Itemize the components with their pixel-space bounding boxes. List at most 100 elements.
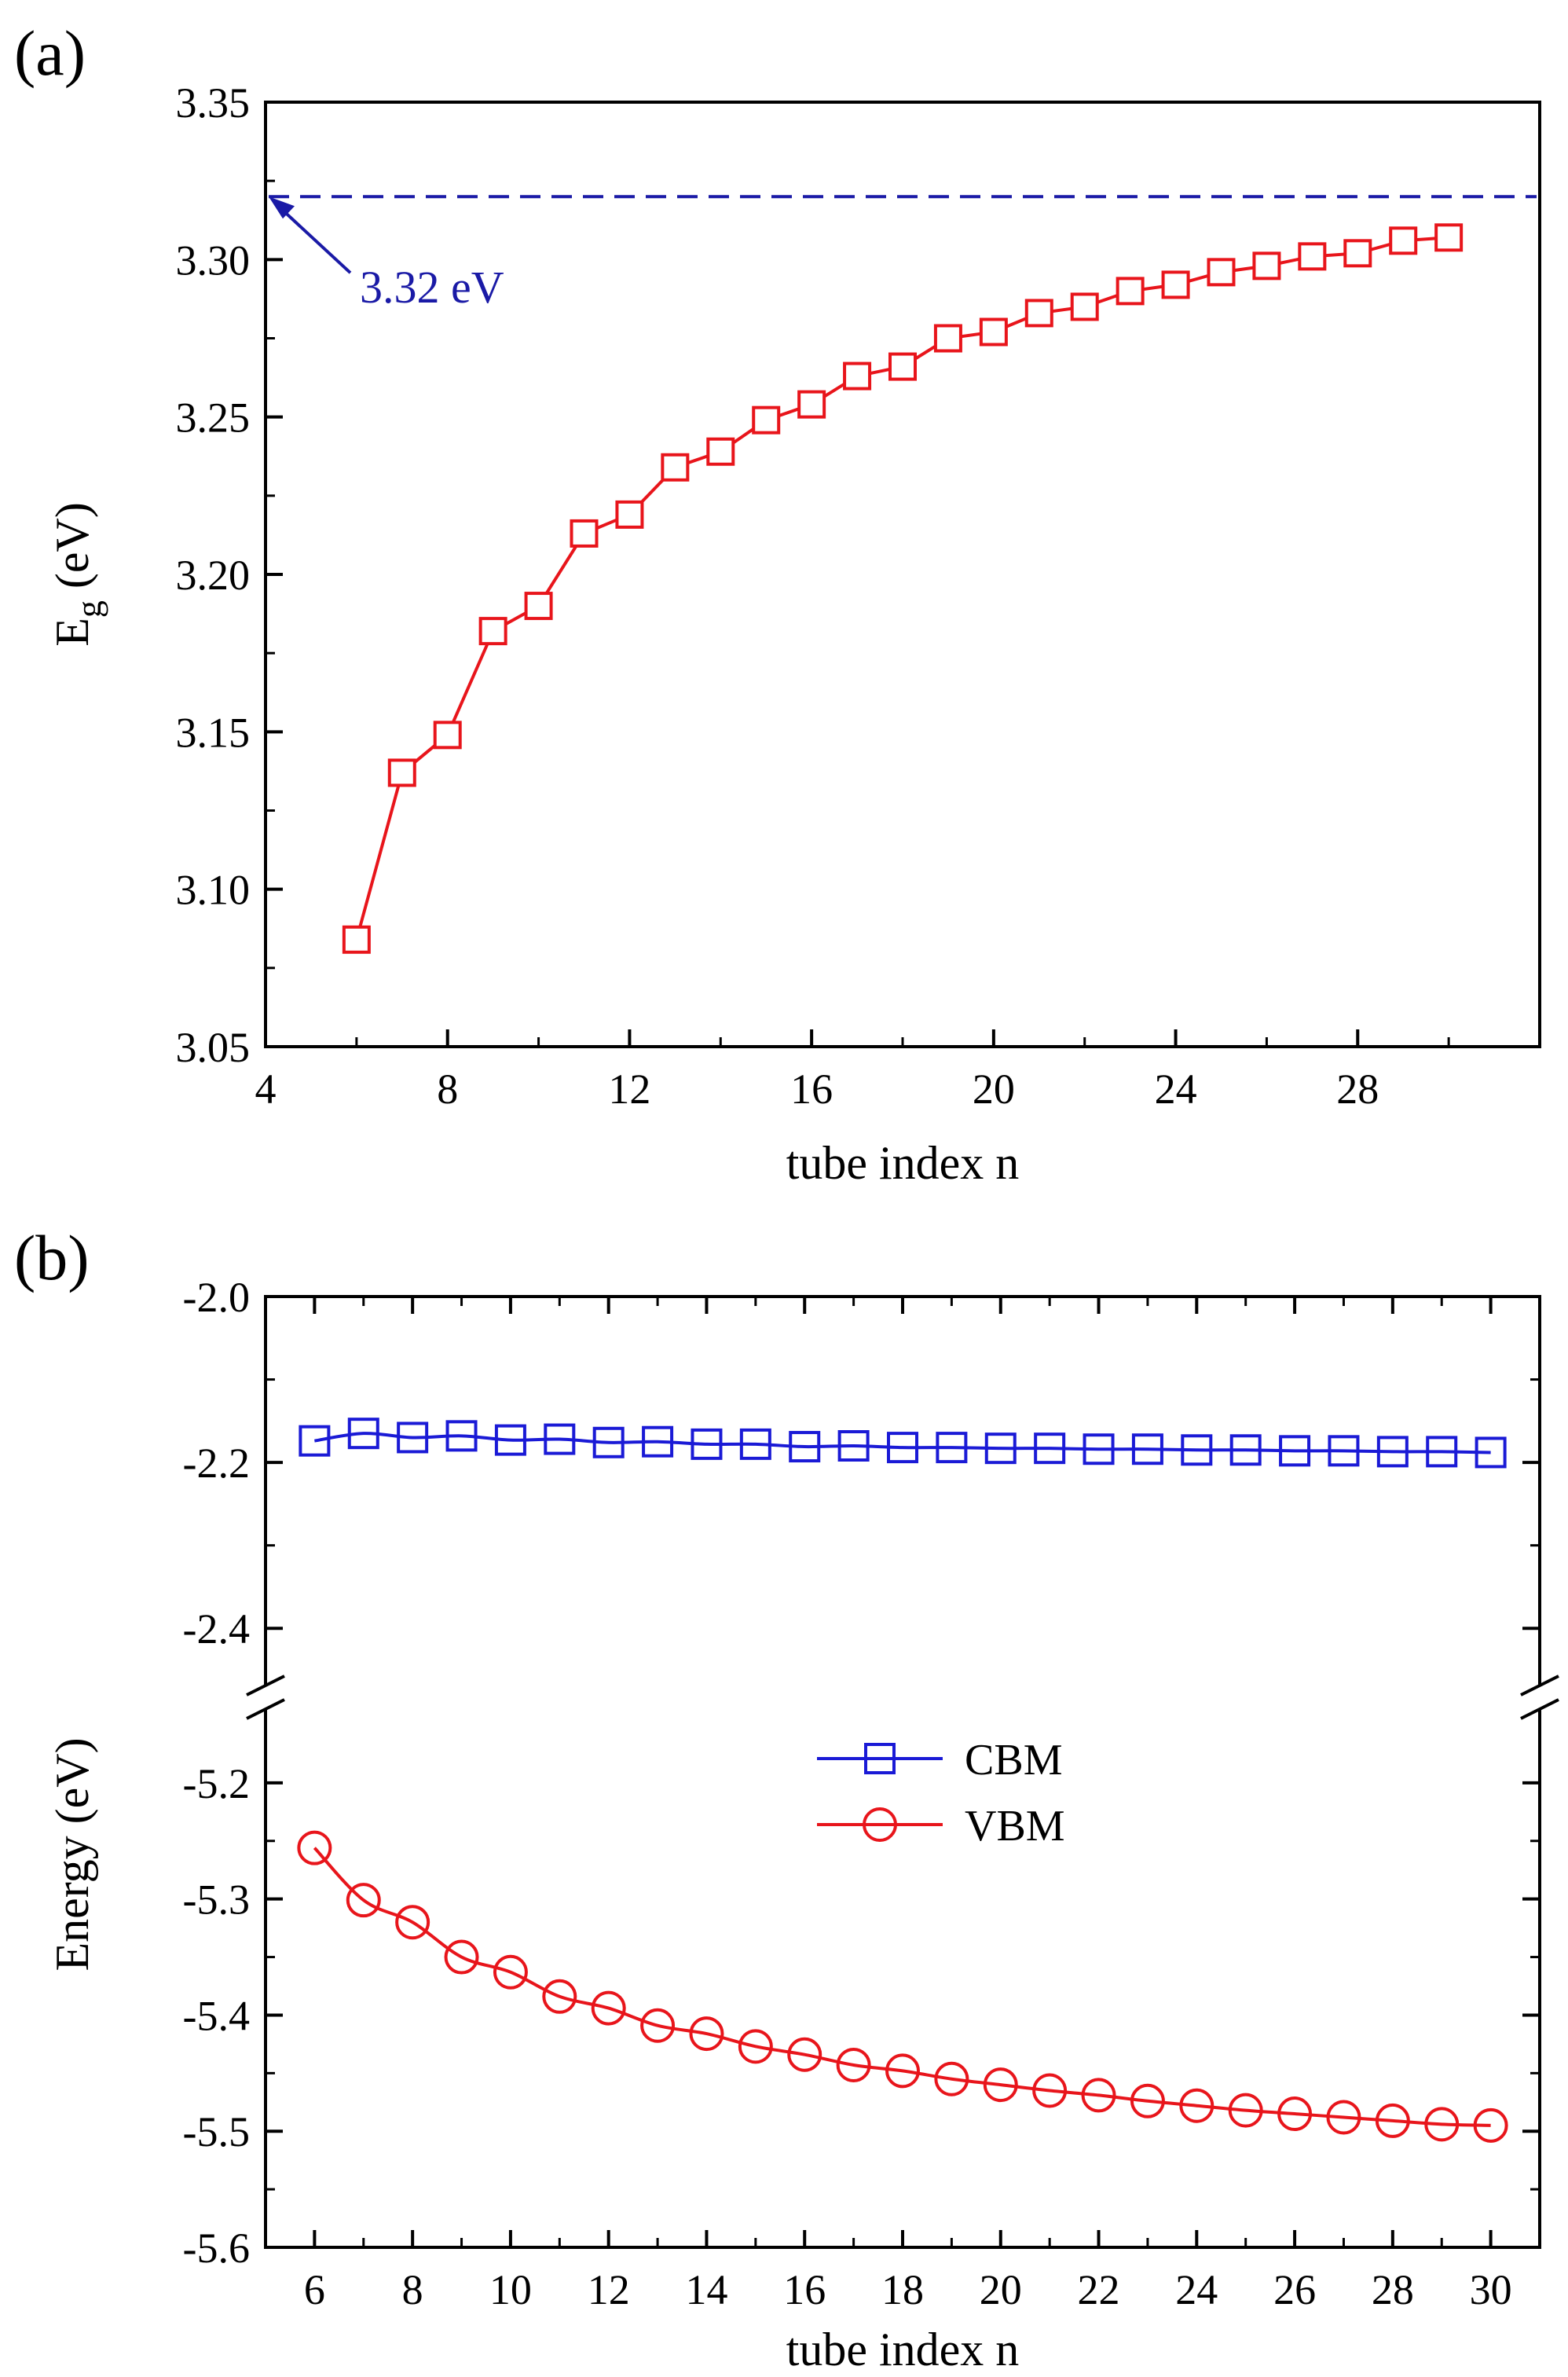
x-tick-label: 30	[1470, 2266, 1512, 2313]
x-tick-label: 8	[437, 1066, 458, 1113]
data-point-vbm	[1179, 2088, 1214, 2123]
axis-break-mark	[246, 1675, 285, 1697]
y-tick-label: 3.10	[176, 867, 251, 914]
y-tick-label: -5.3	[183, 1876, 250, 1924]
data-point	[570, 519, 599, 548]
data-point-vbm	[1326, 2100, 1361, 2135]
annotation-arrow-shaft	[275, 203, 352, 274]
y-tick-label: -5.5	[183, 2108, 250, 2155]
series-line	[354, 236, 1449, 941]
data-point	[1252, 251, 1281, 281]
data-point-vbm	[1277, 2096, 1313, 2132]
data-point-vbm	[1081, 2078, 1116, 2113]
data-point-vbm	[640, 2008, 676, 2043]
reference-label: 3.32 eV	[360, 262, 504, 313]
y-tick-label: 3.15	[176, 709, 251, 756]
x-tick-label: 10	[489, 2266, 532, 2313]
data-point-vbm	[885, 2053, 920, 2089]
data-point	[1070, 292, 1099, 321]
panel-a-reference: 3.32 eV	[269, 195, 1537, 313]
data-point-vbm	[983, 2067, 1018, 2103]
data-point-cbm	[691, 1428, 723, 1460]
data-point	[752, 405, 781, 435]
data-point-cbm	[299, 1425, 331, 1457]
series-line-vbm	[313, 1847, 1491, 2127]
data-point-vbm	[689, 2016, 724, 2052]
y-tick-label: 3.30	[176, 237, 251, 284]
y-tick-label: -2.4	[183, 1605, 250, 1653]
panel-b-label: (b)	[14, 1222, 90, 1293]
panel-a-y-axis-label-suffix: (eV)	[46, 502, 98, 600]
panel-b-x-axis-label: tube index n	[786, 2324, 1020, 2375]
x-tick-label: 14	[685, 2266, 727, 2313]
panel-a-label: (a)	[14, 17, 86, 89]
data-point-cbm	[1328, 1435, 1360, 1467]
data-point-vbm	[787, 2037, 822, 2072]
frame-upper	[264, 1295, 1541, 1686]
data-point	[706, 437, 735, 466]
panel-a-y-axis-label-sub: g	[70, 600, 108, 618]
data-point	[478, 617, 507, 646]
legend-marker-vbm	[863, 1807, 897, 1842]
data-point-cbm	[789, 1431, 821, 1463]
data-point-vbm	[1375, 2103, 1410, 2138]
panel-a-x-axis: 4 8 12 16 20 24 28	[255, 1029, 1450, 1113]
data-point	[797, 390, 826, 419]
data-point	[1389, 226, 1418, 255]
panel-a-y-axis: 3.05 3.10 3.15 3.20 3.25 3.30 3.35	[176, 79, 283, 1071]
panel-b-y-axis: -2.0 -2.2 -2.4 -5.2 -5.3 -5.4 -5.5 -5.6	[183, 1274, 1540, 2272]
legend-label-vbm: VBM	[965, 1802, 1065, 1851]
axis-break-mark	[1520, 1675, 1559, 1697]
data-point-cbm	[1034, 1432, 1066, 1465]
y-tick-label: -2.0	[183, 1274, 250, 1321]
data-point	[1024, 299, 1053, 328]
legend-label-cbm: CBM	[965, 1736, 1063, 1785]
data-point	[843, 361, 872, 391]
data-point-cbm	[494, 1424, 526, 1456]
panel-a-y-axis-label: Eg (eV)	[46, 502, 108, 647]
x-tick-label: 16	[790, 1066, 833, 1113]
panel-b: (b) 6 8 10 12 14 16 18 20 22 24 26 28 30 -2.0-2.2-2.…	[14, 1222, 1559, 2375]
data-point-cbm	[347, 1418, 379, 1450]
x-tick-label: 8	[402, 2266, 423, 2313]
panel-a: (a) 4 8 12 16 20 24 28 3.05 3.10 3.15 3.20 3.25 3.3…	[14, 17, 1541, 1189]
x-tick-label: 24	[1155, 1066, 1197, 1113]
y-tick-label: 3.20	[176, 552, 251, 599]
x-tick-label: 26	[1273, 2266, 1316, 2313]
y-tick-label: -2.2	[183, 1440, 250, 1487]
data-point	[1207, 258, 1236, 287]
y-tick-label: -5.2	[183, 1760, 250, 1807]
data-point-cbm	[1083, 1433, 1115, 1465]
x-tick-label: 6	[304, 2266, 325, 2313]
frame-lower	[264, 1709, 1541, 2249]
data-point-vbm	[1130, 2083, 1165, 2118]
data-point-cbm	[1376, 1436, 1409, 1468]
x-tick-label: 28	[1372, 2266, 1414, 2313]
data-point-cbm	[887, 1432, 918, 1464]
data-point-cbm	[445, 1420, 478, 1452]
data-point	[1298, 242, 1327, 271]
data-point	[933, 324, 962, 353]
axis-break-mark	[1520, 1698, 1559, 1720]
x-tick-label: 28	[1336, 1066, 1379, 1113]
data-point-cbm	[642, 1425, 674, 1458]
data-point-cbm	[1181, 1434, 1213, 1466]
y-tick-label: 3.35	[176, 79, 251, 127]
y-tick-label: -5.6	[183, 2225, 250, 2272]
data-point	[1161, 270, 1190, 299]
x-tick-label: 12	[608, 1066, 650, 1113]
data-point-vbm	[836, 2047, 871, 2082]
data-point	[615, 500, 644, 529]
data-point-vbm	[1228, 2093, 1263, 2128]
data-point	[1434, 223, 1464, 252]
panel-b-legend: CBM VBM	[817, 1736, 1065, 1851]
data-point	[979, 317, 1008, 347]
data-point-vbm	[591, 1990, 626, 2026]
data-point	[1343, 239, 1372, 268]
data-point-cbm	[739, 1428, 771, 1460]
y-tick-label: 3.25	[176, 394, 251, 442]
annotation-arrow-head	[269, 196, 295, 219]
panel-a-y-axis-label-main: E	[46, 618, 98, 647]
panel-a-series	[342, 223, 1464, 954]
